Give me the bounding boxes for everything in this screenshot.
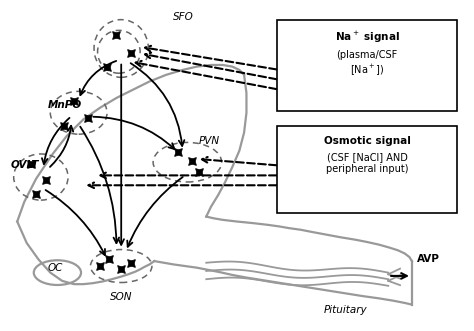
Text: AVP: AVP <box>417 255 439 264</box>
Text: SFO: SFO <box>173 12 194 22</box>
Text: SON: SON <box>110 292 132 302</box>
Text: Pituitary: Pituitary <box>324 306 367 315</box>
FancyBboxPatch shape <box>277 21 457 111</box>
Text: OVLT: OVLT <box>10 161 39 170</box>
Text: OC: OC <box>47 263 63 273</box>
FancyBboxPatch shape <box>277 126 457 213</box>
Text: Osmotic signal: Osmotic signal <box>324 136 410 146</box>
Text: (plasma/CSF
[Na$^+$]): (plasma/CSF [Na$^+$]) <box>337 50 398 77</box>
Text: (CSF [NaCl] AND
peripheral input): (CSF [NaCl] AND peripheral input) <box>326 152 408 174</box>
Text: PVN: PVN <box>199 136 220 146</box>
Text: Na$^+$ signal: Na$^+$ signal <box>335 30 400 45</box>
Text: MnPO: MnPO <box>48 100 82 110</box>
